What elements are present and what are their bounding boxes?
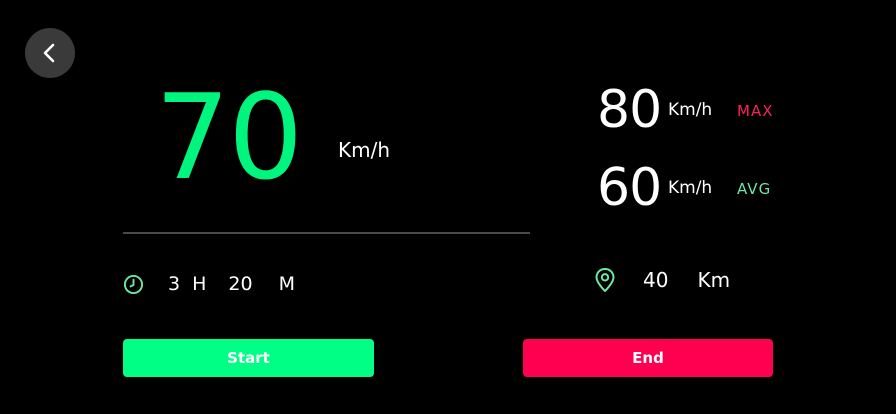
avg-speed-value: 60 — [597, 158, 662, 218]
duration-hours-unit: H — [192, 273, 207, 295]
current-speed-unit: Km/h — [338, 138, 391, 162]
distance-row: 40 Km — [594, 266, 730, 294]
max-speed-unit: Km/h — [668, 100, 713, 120]
start-button[interactable]: Start — [123, 339, 374, 377]
avg-speed-unit: Km/h — [668, 178, 713, 198]
chevron-left-icon — [43, 43, 55, 63]
duration-minutes-unit: M — [278, 273, 295, 295]
max-label: MAX — [737, 102, 774, 120]
distance-value: 40 — [643, 268, 669, 292]
clock-icon — [123, 274, 144, 294]
location-pin-icon — [595, 268, 615, 292]
max-speed-value: 80 — [597, 80, 662, 140]
end-button[interactable]: End — [523, 339, 773, 377]
duration-row: 3 H 20 M — [123, 272, 295, 296]
duration-hours: 3 — [168, 273, 181, 295]
divider — [123, 232, 530, 234]
current-speed-value: 70 — [155, 68, 303, 206]
duration-minutes: 20 — [228, 273, 253, 295]
avg-label: AVG — [737, 180, 772, 198]
distance-unit: Km — [697, 268, 731, 292]
back-button[interactable] — [25, 28, 75, 78]
